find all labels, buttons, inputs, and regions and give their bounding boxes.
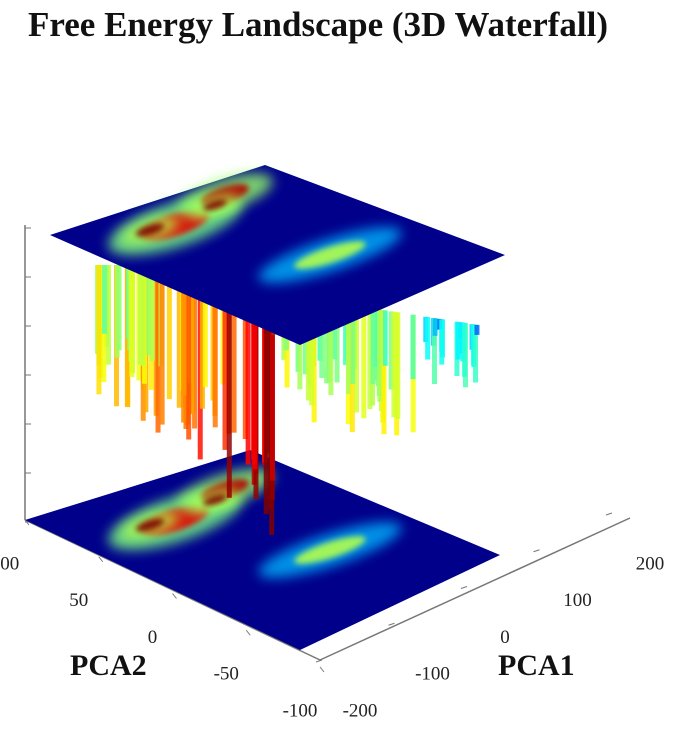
waterfall-stripe — [462, 322, 468, 377]
waterfall-stripe — [328, 301, 334, 396]
x-tick-label: -200 — [343, 700, 378, 721]
waterfall-stripe — [361, 307, 367, 419]
y-tick-label: 50 — [69, 590, 88, 611]
y-tick — [319, 666, 325, 673]
axes — [24, 225, 631, 661]
chart-title: Free Energy Landscape (3D Waterfall) — [28, 5, 608, 44]
y-tick — [98, 556, 104, 563]
waterfall-stripe — [439, 319, 445, 365]
waterfall-stripe — [101, 265, 107, 334]
x-tick — [315, 659, 323, 663]
x-tick-label: 200 — [636, 553, 665, 574]
waterfall-stripe — [432, 318, 438, 336]
waterfall-stripe — [176, 265, 182, 408]
waterfall-stripe — [226, 265, 232, 498]
waterfall-stripe — [159, 265, 165, 425]
density-core — [135, 223, 165, 237]
y-tick-label: -100 — [283, 700, 318, 721]
waterfall-stripe — [395, 312, 401, 420]
y-tick — [172, 593, 177, 599]
x-tick-label: 100 — [563, 590, 592, 611]
y-tick — [24, 519, 30, 526]
x-tick — [388, 622, 395, 626]
waterfall-stripe — [145, 265, 151, 356]
density-core — [294, 241, 366, 269]
waterfall-stripe — [474, 324, 480, 335]
waterfall-stripe — [263, 265, 269, 515]
waterfall — [95, 265, 480, 535]
waterfall-stripe — [245, 265, 251, 465]
x-tick — [533, 549, 540, 553]
waterfall-stripe — [343, 304, 349, 366]
y-tick-label: 100 — [0, 553, 19, 574]
y-tick-label: -50 — [214, 664, 239, 685]
waterfall-stripe — [319, 300, 325, 379]
waterfall-stripe — [388, 311, 394, 390]
waterfall-stripe — [202, 265, 208, 388]
waterfall-stripe — [149, 265, 155, 362]
waterfall-stripe — [377, 309, 383, 402]
waterfall-stripe — [231, 265, 237, 433]
heatmap-plane — [25, 450, 500, 650]
density-core — [294, 536, 366, 564]
waterfall-stripe — [391, 311, 397, 418]
top-plane — [50, 165, 505, 345]
waterfall-stripe — [186, 265, 192, 440]
waterfall-stripe — [252, 265, 258, 470]
waterfall-stripe — [346, 304, 352, 394]
waterfall-stripe — [309, 298, 315, 406]
ticks: -200 -100 0 100 200 -100 -50 0 50 100 — [0, 512, 665, 721]
waterfall-stripe — [410, 314, 416, 380]
waterfall-stripe — [116, 265, 122, 351]
y-axis-line — [24, 519, 321, 661]
x-axis-label: PCA1 — [498, 649, 575, 682]
x-axis-line — [319, 517, 631, 661]
waterfall-stripe — [140, 265, 146, 366]
waterfall-stripe — [334, 302, 340, 383]
waterfall-stripe — [350, 305, 356, 384]
waterfall-stripe — [96, 265, 102, 395]
waterfall-stripe — [222, 265, 228, 450]
waterfall-stripe — [212, 265, 218, 428]
waterfall-stripe — [473, 324, 479, 383]
waterfall-stripe — [106, 265, 112, 365]
waterfall-stripe — [155, 265, 161, 433]
x-tick — [460, 586, 468, 589]
waterfall-stripe — [181, 265, 187, 423]
waterfall-stripe — [242, 265, 248, 440]
y-tick-label: 0 — [148, 627, 158, 648]
y-tick — [245, 629, 251, 636]
waterfall-stripe — [455, 321, 461, 360]
waterfall-stripe — [130, 265, 136, 374]
x-tick — [605, 512, 613, 516]
density-core — [203, 494, 227, 506]
waterfall-stripe — [269, 265, 275, 481]
waterfall-stripe — [432, 318, 438, 385]
waterfall-stripe — [367, 308, 373, 410]
x-tick-label: -100 — [415, 664, 450, 685]
bottom-plane — [25, 450, 500, 650]
waterfall-stripe — [305, 298, 311, 401]
y-axis-label: PCA2 — [70, 649, 147, 682]
waterfall-stripe — [382, 310, 388, 366]
waterfall-stripe — [425, 317, 431, 360]
waterfall-stripe — [189, 265, 195, 414]
density-core — [135, 518, 165, 532]
x-tick-label: 0 — [500, 627, 510, 648]
waterfall-stripe — [354, 305, 360, 413]
waterfall-stripe — [324, 301, 330, 384]
waterfall-stripe — [166, 265, 172, 400]
density-core — [203, 199, 227, 211]
waterfall-stripe — [192, 265, 198, 429]
waterfall-stripe — [381, 310, 387, 435]
waterfall-stripe — [199, 265, 205, 409]
waterfall-stripe — [370, 308, 376, 385]
